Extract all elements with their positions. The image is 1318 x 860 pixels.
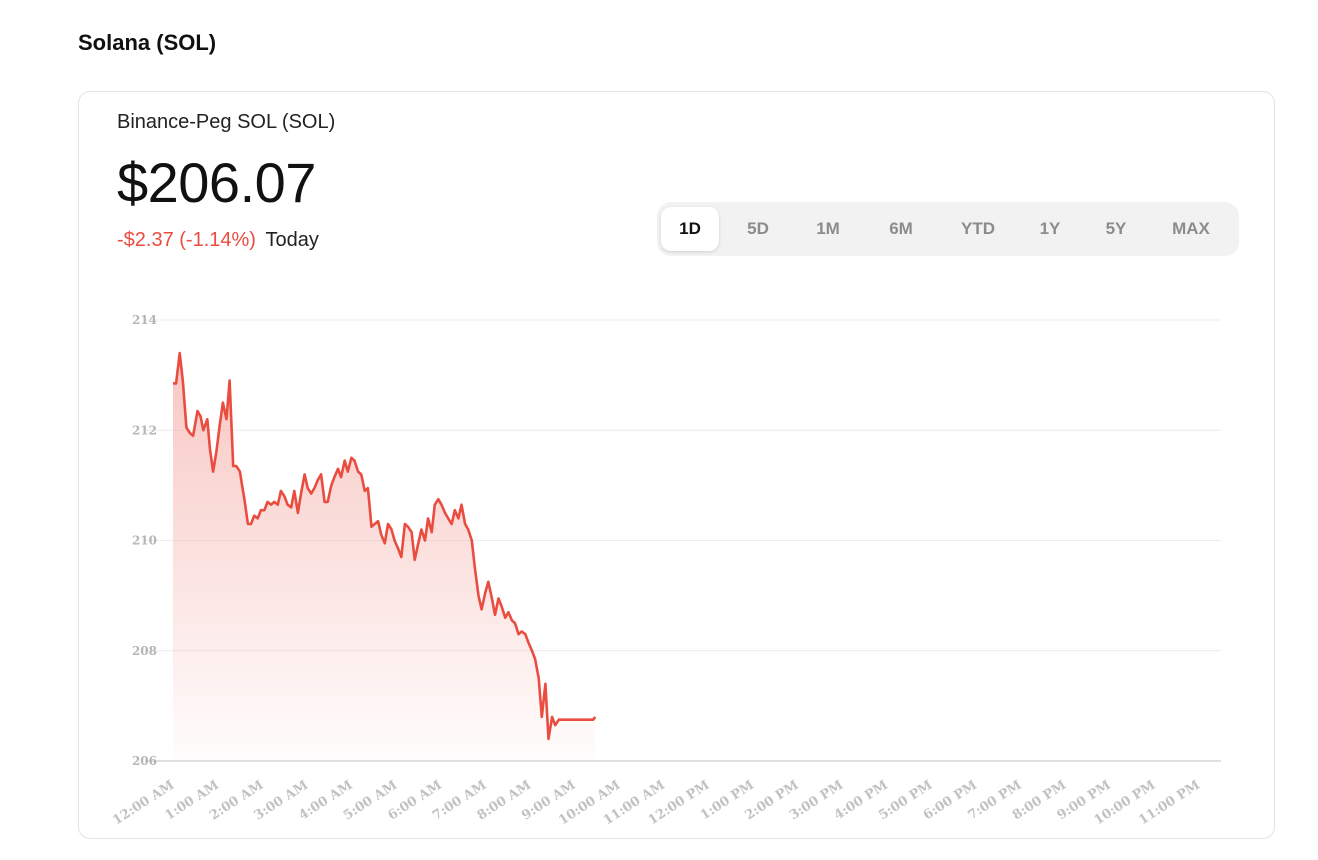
x-tick-label: 12:00 AM: [110, 778, 177, 829]
range-button-1m[interactable]: 1M: [816, 219, 840, 238]
price-change: -$2.37 (-1.14%): [117, 229, 256, 251]
asset-name: Binance-Peg SOL (SOL): [117, 111, 336, 133]
price-area-fill: [173, 353, 596, 761]
range-button-max[interactable]: MAX: [1172, 219, 1210, 238]
range-button-1d[interactable]: 1D: [661, 207, 719, 251]
range-button-6m[interactable]: 6M: [889, 219, 913, 238]
price-change-row: -$2.37 (-1.14%) Today: [117, 229, 319, 252]
current-price: $206.07: [117, 151, 316, 214]
y-tick-label: 214: [132, 313, 157, 327]
range-button-5y[interactable]: 5Y: [1105, 219, 1127, 238]
range-button-ytd[interactable]: YTD: [961, 219, 995, 238]
time-range-selector: 1D 5D 1M 6M YTD 1Y 5Y MAX: [657, 202, 1239, 256]
y-tick-label: 210: [132, 534, 157, 548]
range-button-1y[interactable]: 1Y: [1039, 219, 1061, 238]
page-title: Solana (SOL): [78, 30, 217, 55]
period-label: Today: [265, 229, 319, 251]
range-button-5d[interactable]: 5D: [747, 219, 769, 238]
y-tick-label: 212: [132, 423, 157, 437]
y-tick-label: 206: [132, 754, 157, 768]
price-series-line: [173, 351, 597, 741]
y-tick-label: 208: [132, 644, 157, 658]
